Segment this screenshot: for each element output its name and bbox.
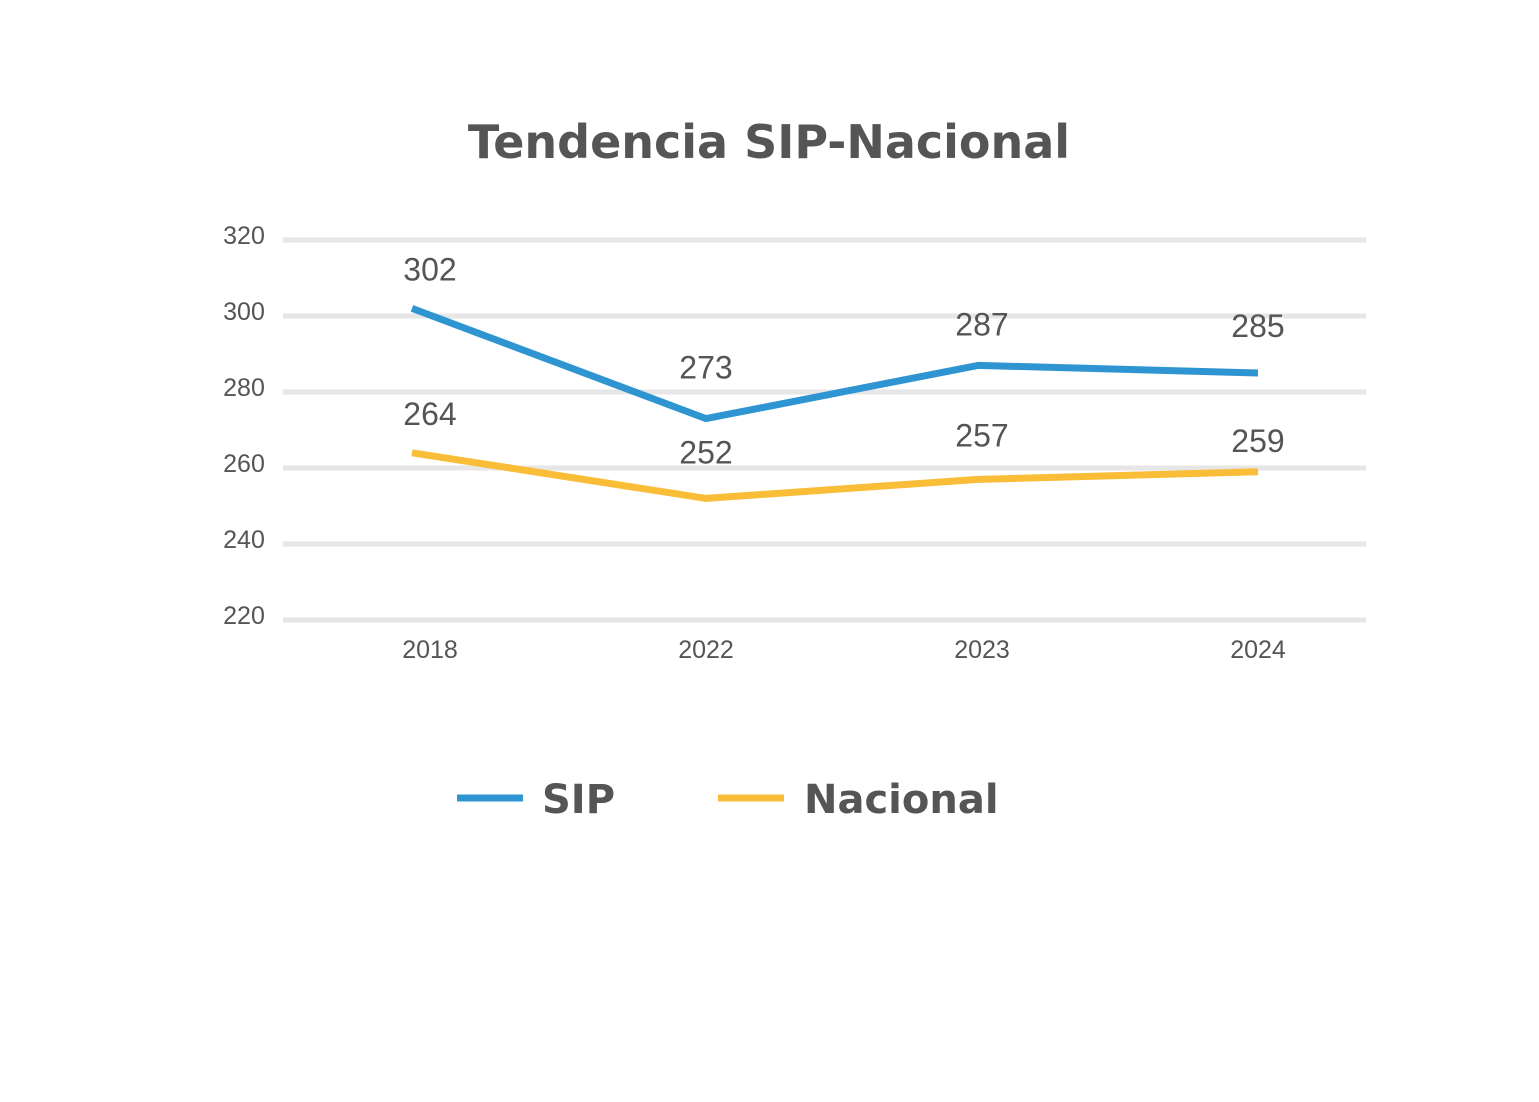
legend-label-sip: SIP bbox=[542, 777, 615, 823]
data-label-nacional-2024: 259 bbox=[1231, 423, 1284, 459]
series-line-nacional bbox=[411, 449, 1259, 502]
data-label-nacional-2023: 257 bbox=[955, 417, 1008, 453]
data-label-sip-2018: 302 bbox=[403, 251, 456, 287]
y-tick-label-320: 320 bbox=[223, 222, 265, 250]
gridlines bbox=[283, 237, 1366, 623]
y-tick-label-260: 260 bbox=[223, 450, 265, 478]
x-tick-label-2023: 2023 bbox=[954, 636, 1010, 664]
legend: SIP Nacional bbox=[457, 777, 999, 823]
x-tick-label-2018: 2018 bbox=[402, 636, 458, 664]
x-tick-label-2022: 2022 bbox=[678, 636, 734, 664]
chart-title: Tendencia SIP-Nacional bbox=[468, 115, 1070, 169]
legend-label-nacional: Nacional bbox=[804, 777, 999, 823]
y-tick-label-300: 300 bbox=[223, 298, 265, 326]
y-tick-label-280: 280 bbox=[223, 374, 265, 402]
data-label-sip-2024: 285 bbox=[1231, 308, 1284, 344]
x-axis-ticks: 2018 2022 2023 2024 bbox=[402, 636, 1286, 664]
series-line-sip bbox=[410, 305, 1259, 423]
data-labels: 302 273 287 285 264 252 257 259 bbox=[403, 251, 1284, 470]
series-lines bbox=[410, 305, 1259, 502]
x-tick-label-2024: 2024 bbox=[1230, 636, 1286, 664]
data-label-sip-2023: 287 bbox=[955, 306, 1008, 342]
y-tick-label-220: 220 bbox=[223, 602, 265, 630]
data-label-nacional-2018: 264 bbox=[403, 396, 456, 432]
data-label-nacional-2022: 252 bbox=[679, 434, 732, 470]
data-label-sip-2022: 273 bbox=[679, 350, 732, 386]
y-axis-ticks: 220 240 260 280 300 320 bbox=[223, 222, 265, 630]
y-tick-label-240: 240 bbox=[223, 526, 265, 554]
